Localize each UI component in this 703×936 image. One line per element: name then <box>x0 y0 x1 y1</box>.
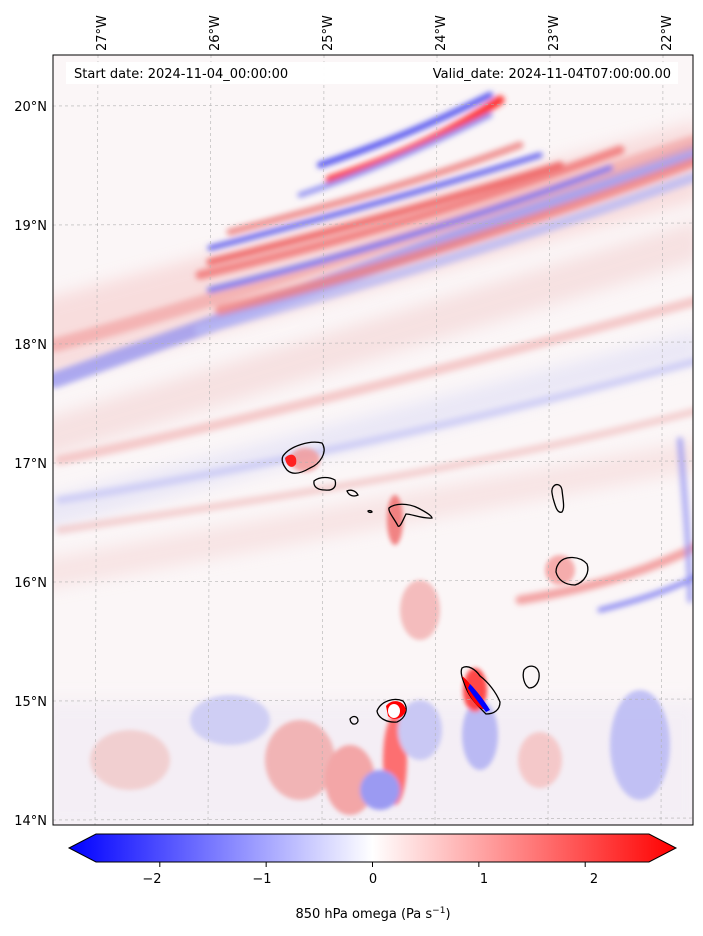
lon-tick-labels: 27°W 26°W 25°W 24°W 23°W 22°W <box>95 15 675 51</box>
lat-tick-label: 16°N <box>14 576 47 591</box>
header-background <box>66 62 678 84</box>
lon-tick-label: 23°W <box>547 15 562 51</box>
colorbar: −2 −1 0 1 2 850 hPa omega (Pa s−1) <box>67 833 678 922</box>
island-sal <box>551 483 565 513</box>
lat-tick-label: 18°N <box>14 338 47 353</box>
lon-tick-label: 25°W <box>321 15 336 51</box>
island-sao-vicente <box>313 476 337 491</box>
island-dipoles <box>285 454 490 719</box>
lon-tick-label: 27°W <box>95 15 110 51</box>
lon-tick-label: 22°W <box>660 15 675 51</box>
island-santa-luzia <box>346 489 359 497</box>
coastlines <box>281 441 589 725</box>
lat-tick-label: 14°N <box>14 814 47 829</box>
colorbar-tick-label: 2 <box>590 872 598 887</box>
lon-tick-label: 24°W <box>434 15 449 51</box>
colorbar-tick-label: 1 <box>480 872 488 887</box>
map-frame <box>52 54 694 826</box>
island-boa-vista <box>555 556 589 586</box>
lat-tick-label: 17°N <box>14 457 47 472</box>
omega-field <box>53 55 693 825</box>
lat-tick-label: 20°N <box>14 100 47 115</box>
lat-tick-label: 15°N <box>14 695 47 710</box>
island-maio <box>522 665 540 689</box>
island-sao-nicolau <box>388 503 433 527</box>
header-box: Start date: 2024-11-04_00:00:00 Valid_da… <box>66 62 678 84</box>
colorbar-tick-label: −1 <box>252 872 271 887</box>
lon-tick-label: 26°W <box>208 15 223 51</box>
map-panel <box>52 54 694 826</box>
lat-tick-label: 19°N <box>14 219 47 234</box>
island-santo-antao <box>281 441 325 474</box>
island-brava <box>349 715 359 725</box>
colorbar-body <box>67 833 678 863</box>
island-fogo <box>376 698 407 723</box>
colorbar-tick-label: −2 <box>142 872 161 887</box>
valid-date-label: Valid_date: 2024-11-04T07:00:00.00 <box>433 67 671 82</box>
colorbar-ticks <box>159 862 586 867</box>
colorbar-tick-label: 0 <box>369 872 377 887</box>
lat-tick-labels: 20°N 19°N 18°N 17°N 16°N 15°N 14°N <box>14 100 47 829</box>
island-razo <box>367 509 373 514</box>
colorbar-label: 850 hPa omega (Pa s−1) <box>295 906 450 922</box>
start-date-label: Start date: 2024-11-04_00:00:00 <box>74 67 288 82</box>
gridlines <box>53 55 693 825</box>
island-santiago <box>460 666 501 715</box>
